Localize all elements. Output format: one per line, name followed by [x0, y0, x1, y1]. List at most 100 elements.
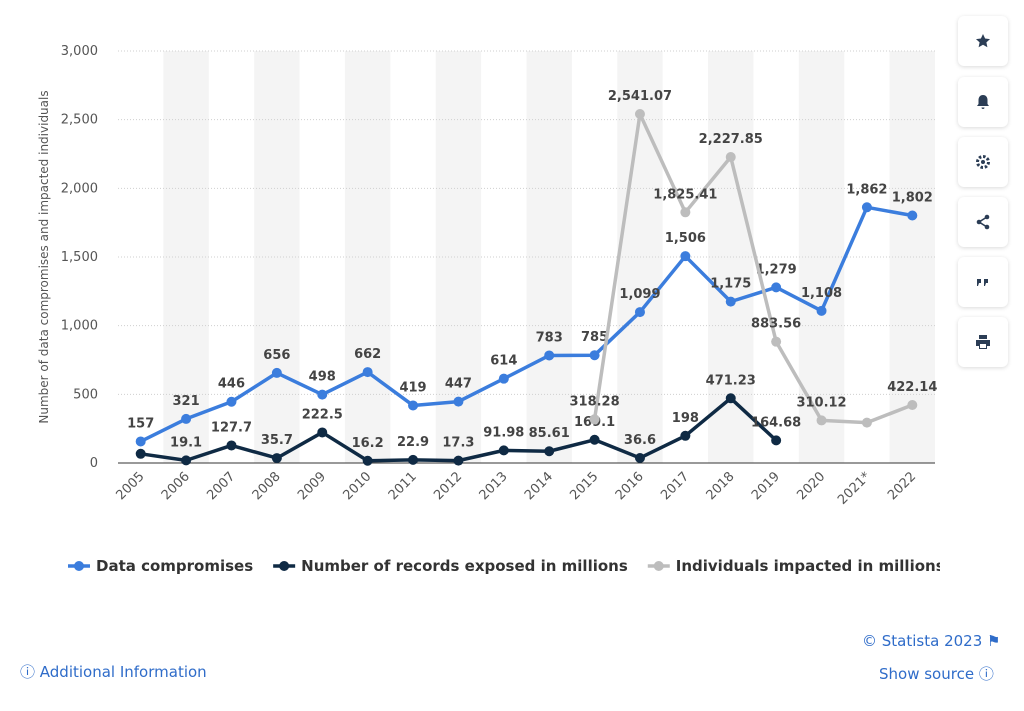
data-label: 91.98: [483, 425, 524, 440]
column-shade: [163, 51, 209, 463]
data-label: 1,099: [619, 287, 660, 302]
x-tick-label: 2009: [295, 469, 329, 503]
show-source-link[interactable]: Show source ⓘ: [879, 665, 994, 683]
y-tick-label: 0: [90, 456, 98, 471]
data-label: 614: [490, 354, 517, 369]
show-source-text: Show source: [879, 665, 975, 683]
data-label: 17.3: [442, 436, 474, 451]
data-point: [271, 367, 282, 378]
print-button[interactable]: [958, 317, 1008, 367]
x-tick-label: 2012: [431, 469, 465, 503]
copyright[interactable]: © Statista 2023 ⚑: [862, 632, 1001, 650]
x-tick-label: 2021*: [835, 469, 874, 508]
data-point: [907, 400, 918, 411]
data-point: [181, 413, 192, 424]
data-point: [771, 282, 782, 293]
column-shade: [889, 51, 935, 463]
notification-button[interactable]: [958, 77, 1008, 127]
data-label: 1,279: [756, 262, 797, 277]
data-label: 1,175: [710, 277, 751, 292]
x-tick-label: 2008: [250, 469, 284, 503]
data-label: 446: [218, 377, 245, 392]
series-line: [592, 112, 913, 425]
data-label: 2,541.07: [608, 89, 672, 104]
x-tick-label: 2014: [522, 469, 556, 503]
data-label: 318.28: [569, 394, 619, 409]
data-point: [589, 414, 600, 425]
legend-marker: [653, 561, 664, 571]
y-tick-label: 500: [73, 387, 98, 402]
x-tick-label: 2016: [613, 469, 647, 503]
data-label: 1,506: [665, 231, 706, 246]
share-button[interactable]: [958, 197, 1008, 247]
y-tick-label: 2,500: [61, 113, 98, 128]
data-label: 1,802: [892, 191, 933, 206]
data-point: [634, 452, 645, 463]
settings-button[interactable]: [958, 137, 1008, 187]
data-point: [453, 396, 464, 407]
data-point: [589, 434, 600, 445]
x-tick-label: 2017: [658, 469, 692, 503]
column-shade: [254, 51, 300, 463]
data-point: [816, 415, 827, 426]
data-point: [634, 109, 645, 120]
data-label: 36.6: [624, 433, 656, 448]
copyright-text: © Statista 2023: [862, 632, 983, 650]
x-tick-label: 2006: [159, 469, 193, 503]
x-tick-label: 2011: [386, 469, 420, 503]
data-label: 1,862: [846, 182, 887, 197]
additional-info-link[interactable]: ⓘ Additional Information: [20, 663, 207, 681]
data-label: 321: [173, 394, 200, 409]
data-point: [771, 435, 782, 446]
data-label: 883.56: [751, 317, 801, 332]
data-point: [453, 455, 464, 466]
data-label: 222.5: [302, 407, 343, 422]
data-point: [907, 210, 918, 221]
data-label: 422.14: [887, 380, 937, 395]
data-point: [408, 454, 419, 465]
data-point: [680, 207, 691, 218]
y-tick-label: 1,000: [61, 319, 98, 334]
data-point: [680, 251, 691, 262]
data-point: [725, 393, 736, 404]
data-point: [317, 389, 328, 400]
x-tick-label: 2005: [114, 469, 148, 503]
data-point: [317, 427, 328, 438]
y-axis-label: Number of data compromises and impacted …: [37, 90, 51, 423]
data-point: [634, 307, 645, 318]
data-label: 662: [354, 347, 381, 362]
legend-label: Data compromises: [96, 557, 253, 575]
data-label: 35.7: [261, 433, 293, 448]
data-point: [680, 430, 691, 441]
x-tick-label: 2019: [749, 469, 783, 503]
data-label: 127.7: [211, 420, 252, 435]
data-point: [226, 440, 237, 451]
data-point: [181, 455, 192, 466]
data-label: 471.23: [706, 373, 756, 388]
data-label: 85.61: [529, 426, 570, 441]
data-point: [135, 436, 146, 447]
chart: Number of data compromises and impacted …: [37, 44, 940, 575]
data-point: [725, 152, 736, 163]
legend-label: Number of records exposed in millions: [301, 557, 628, 575]
additional-info-text: Additional Information: [39, 663, 207, 681]
y-tick-label: 1,500: [61, 250, 98, 265]
data-point: [816, 305, 827, 316]
x-tick-label: 2018: [704, 469, 738, 503]
data-point: [271, 453, 282, 464]
data-point: [544, 446, 555, 457]
x-tick-label: 2022: [885, 469, 919, 503]
cite-button[interactable]: [958, 257, 1008, 307]
data-label: 785: [581, 330, 608, 345]
data-point: [861, 417, 872, 428]
data-label: 164.68: [751, 415, 801, 430]
column-shade: [526, 51, 572, 463]
favorite-button[interactable]: [958, 16, 1008, 66]
data-point: [589, 350, 600, 361]
data-point: [498, 373, 509, 384]
data-point: [362, 367, 373, 378]
data-label: 1,108: [801, 286, 842, 301]
legend-marker: [279, 561, 290, 571]
x-tick-label: 2013: [477, 469, 511, 503]
